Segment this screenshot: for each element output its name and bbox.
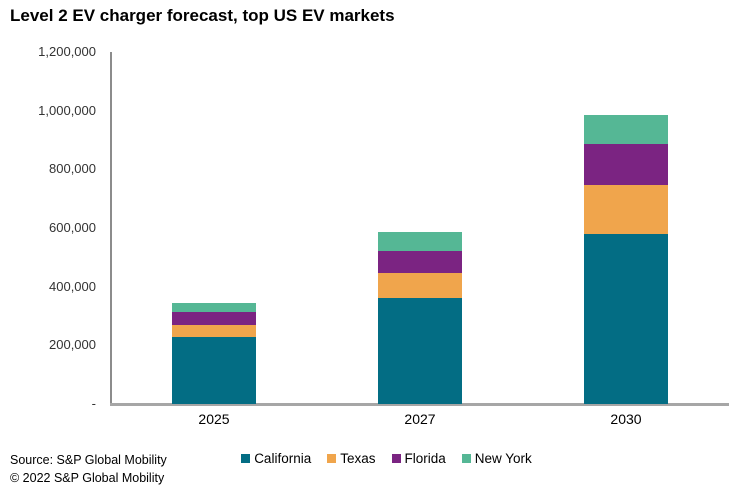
legend: California Texas Florida New York [0, 449, 743, 467]
legend-item-florida: Florida [391, 450, 446, 466]
x-axis-tick-label: 2025 [198, 411, 230, 427]
y-axis-tick-label: 200,000 [49, 337, 96, 353]
legend-swatch-icon [241, 453, 251, 463]
legend-label: New York [474, 450, 532, 466]
y-axis-tick-label: - [91, 396, 96, 411]
bar-segment-2025-new-york [172, 303, 256, 313]
bar-segment-2030-california [584, 233, 668, 404]
x-axis-line [110, 403, 729, 406]
y-axis-tick-label: 800,000 [49, 161, 96, 177]
bar-segment-2027-texas [378, 272, 462, 299]
legend-label: California [254, 450, 312, 466]
copyright-text: © 2022 S&P Global Mobility [10, 471, 165, 485]
bar-segment-2025-florida [172, 312, 256, 325]
y-axis-tick-label: 400,000 [49, 278, 96, 294]
legend-swatch-icon [461, 453, 471, 463]
legend-label: Florida [404, 450, 446, 466]
bar-segment-2027-florida [378, 250, 462, 273]
bar-segment-2025-texas [172, 324, 256, 337]
y-axis-tick-label: 1,200,000 [38, 44, 96, 59]
legend-label: Texas [340, 450, 376, 466]
chart-title: Level 2 EV charger forecast, top US EV m… [10, 6, 395, 25]
bar-segment-2030-new-york [584, 115, 668, 145]
bar-segment-2030-texas [584, 184, 668, 234]
legend-item-new-york: New York [461, 450, 532, 466]
legend-swatch-icon [391, 453, 401, 463]
source-text: Source: S&P Global Mobility [10, 453, 167, 467]
y-axis-tick-label: 600,000 [49, 220, 96, 235]
bar-segment-2027-new-york [378, 232, 462, 251]
y-axis-tick-label: 1,000,000 [38, 102, 96, 118]
y-axis-line [110, 52, 112, 405]
legend-item-texas: Texas [327, 450, 376, 466]
x-axis-tick-label: 2027 [404, 411, 436, 427]
bar-segment-2030-florida [584, 144, 668, 185]
legend-item-california: California [241, 451, 311, 466]
bar-segment-2027-california [378, 298, 462, 404]
bar-segment-2025-california [172, 336, 256, 404]
legend-swatch-icon [327, 453, 337, 463]
x-axis-tick-label: 2030 [610, 411, 642, 427]
